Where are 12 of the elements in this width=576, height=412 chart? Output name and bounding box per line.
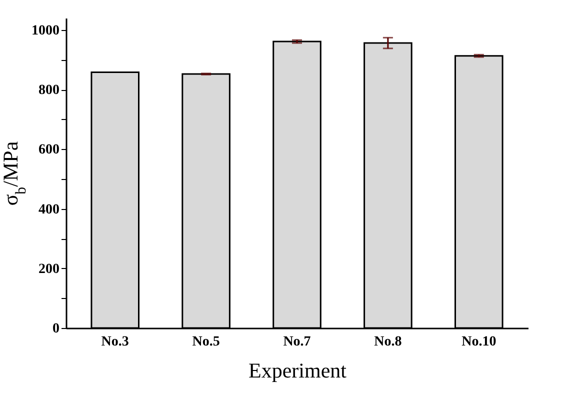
y-tick-label: 600 bbox=[38, 142, 60, 158]
y-tick-label: 0 bbox=[52, 322, 60, 336]
x-tick-label: No.5 bbox=[192, 334, 220, 350]
x-tick-label: No.10 bbox=[462, 334, 496, 350]
y-tick-label: 200 bbox=[38, 262, 60, 277]
x-tick-label: No.3 bbox=[101, 334, 129, 350]
y-tick-label: 800 bbox=[38, 83, 60, 98]
x-axis-title: Experiment bbox=[248, 358, 347, 382]
x-tick-label: No.8 bbox=[374, 334, 402, 350]
y-tick-label: 400 bbox=[38, 202, 60, 218]
y-tick-label: 1000 bbox=[32, 23, 60, 38]
x-tick-label: No.7 bbox=[283, 334, 311, 350]
